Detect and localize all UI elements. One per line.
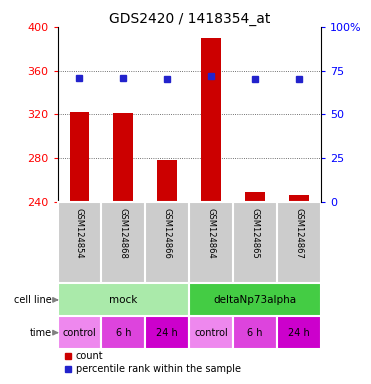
Text: GSM124854: GSM124854 <box>75 208 84 259</box>
Text: 6 h: 6 h <box>247 328 263 338</box>
Bar <box>101 316 145 349</box>
Text: count: count <box>76 351 104 361</box>
Text: GSM124865: GSM124865 <box>250 208 260 259</box>
Text: deltaNp73alpha: deltaNp73alpha <box>213 295 297 305</box>
Title: GDS2420 / 1418354_at: GDS2420 / 1418354_at <box>109 12 270 26</box>
Bar <box>70 112 89 202</box>
Text: time: time <box>30 328 52 338</box>
Bar <box>233 316 277 349</box>
Text: 6 h: 6 h <box>116 328 131 338</box>
Bar <box>58 316 101 349</box>
Text: cell line: cell line <box>14 295 52 305</box>
Bar <box>114 113 133 202</box>
Text: control: control <box>63 328 96 338</box>
Text: GSM124868: GSM124868 <box>119 208 128 259</box>
Text: 24 h: 24 h <box>157 328 178 338</box>
Text: GSM124867: GSM124867 <box>295 208 303 259</box>
Bar <box>289 195 309 202</box>
Bar <box>201 38 221 202</box>
Bar <box>189 283 321 316</box>
Bar <box>157 160 177 202</box>
Bar <box>189 316 233 349</box>
Text: control: control <box>194 328 228 338</box>
Bar <box>145 316 189 349</box>
Text: GSM124864: GSM124864 <box>207 208 216 259</box>
Text: percentile rank within the sample: percentile rank within the sample <box>76 364 241 374</box>
Bar <box>245 192 265 202</box>
Bar <box>58 283 189 316</box>
Text: mock: mock <box>109 295 138 305</box>
Bar <box>277 316 321 349</box>
Text: 24 h: 24 h <box>288 328 310 338</box>
Text: GSM124866: GSM124866 <box>163 208 172 259</box>
